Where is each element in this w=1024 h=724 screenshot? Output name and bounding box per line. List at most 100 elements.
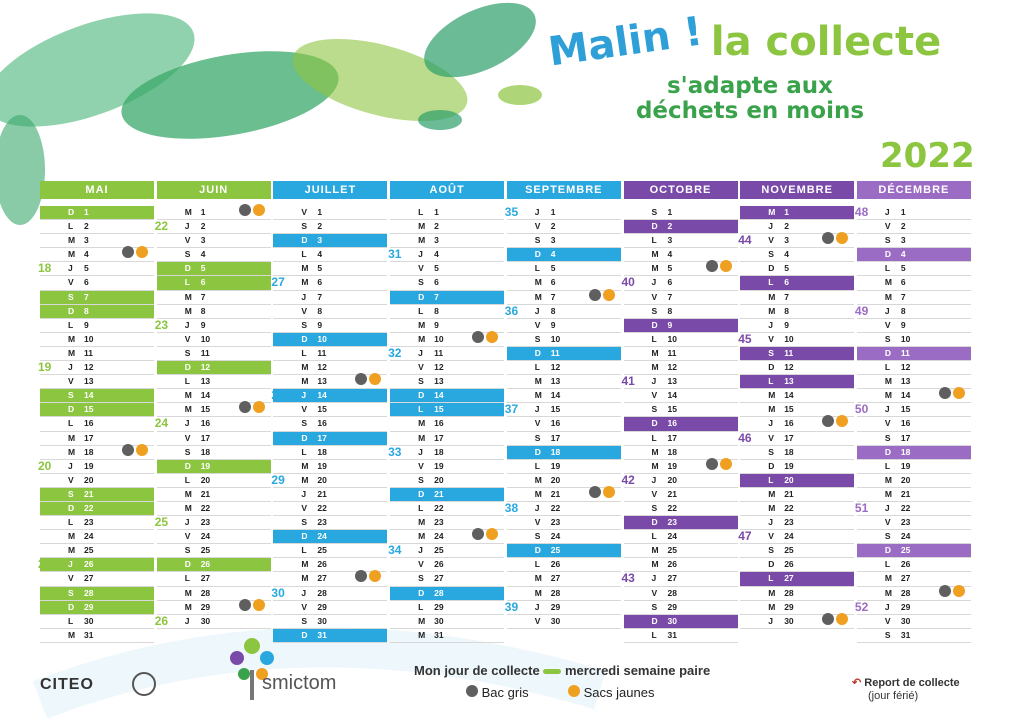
- day-number: 21: [84, 488, 94, 499]
- day-number: 20: [317, 474, 327, 485]
- day-row: D 10: [273, 332, 388, 347]
- day-row: M 13: [273, 373, 388, 390]
- day-number: 5: [84, 263, 89, 274]
- day-number: 18: [900, 446, 911, 457]
- day-number: 12: [200, 362, 211, 373]
- weekday-letter: S: [651, 305, 658, 316]
- day-row: J 23: [740, 516, 855, 531]
- yellow-bin-dot: [952, 584, 965, 597]
- day-number: 30: [317, 615, 327, 626]
- day-row: V 12: [390, 361, 505, 376]
- weekday-letter: M: [534, 474, 542, 485]
- weekday-letter: S: [768, 545, 774, 556]
- day-number: 10: [317, 333, 327, 344]
- title: Malin ! la collecte: [546, 8, 942, 75]
- month-header: SEPTEMBRE: [506, 181, 621, 199]
- day-number: 9: [200, 319, 206, 330]
- day-row: V 16: [856, 417, 971, 432]
- day-row: L 12: [506, 361, 621, 376]
- grey-bin-dot: [122, 246, 134, 259]
- day-number: 15: [784, 404, 794, 415]
- day-number: 9: [84, 319, 89, 330]
- day-number: 18: [317, 446, 327, 457]
- day-row: S 25: [740, 544, 855, 559]
- weekday-letter: V: [301, 502, 308, 513]
- weekday-letter: M: [184, 587, 192, 598]
- collection-dots: [937, 387, 965, 400]
- grey-bin-dot: [472, 528, 485, 541]
- week-number: 38: [504, 500, 519, 515]
- week-number: 19: [38, 360, 52, 375]
- day-number: 4: [434, 249, 439, 260]
- legend-title: Mon jour de collecte mercredi semaine pa…: [414, 663, 710, 678]
- day-row: M 19: [273, 460, 388, 474]
- day-row: M 12: [273, 361, 388, 376]
- day-list: M 1 J 2 22 V 3 S 4 D 5 L 6 M 7 M 8 J 9 23 V 10 S 11 D 12 L 13 M 14 M 15…: [154, 204, 271, 629]
- weekday-letter: M: [651, 545, 659, 556]
- weekday-letter: S: [301, 615, 308, 626]
- day-number: 28: [550, 587, 561, 598]
- yellow-bin-dot: [719, 260, 732, 273]
- day-row: J 20 42: [622, 473, 738, 488]
- day-row: L 11: [273, 347, 388, 362]
- day-row: L 24: [623, 530, 738, 545]
- day-row: V 30: [506, 615, 621, 629]
- collection-dots: [704, 260, 732, 273]
- day-row: J 28 30: [271, 585, 388, 601]
- day-number: 11: [84, 347, 93, 358]
- day-number: 11: [900, 347, 910, 358]
- weekday-letter: S: [884, 235, 891, 246]
- day-row: S 15: [623, 403, 738, 418]
- day-row: D 18: [856, 445, 971, 460]
- day-row: S 25: [156, 544, 271, 559]
- weekday-letter: J: [884, 404, 890, 415]
- weekday-letter: L: [534, 362, 540, 373]
- day-number: 9: [317, 319, 323, 330]
- day-number: 12: [900, 362, 911, 373]
- day-number: 5: [200, 263, 206, 274]
- day-row: M 21: [740, 488, 855, 502]
- weekday-letter: S: [534, 531, 541, 542]
- day-row: V 24: [156, 530, 271, 545]
- year: 2022: [880, 136, 975, 176]
- day-list: J 1 35 V 2 S 3 D 4 L 5 M 6 M 7 J 8 36 V 9 S 10 D 11 L 12 M 13 M 14 J 15…: [504, 206, 621, 629]
- weekday-letter: S: [534, 333, 541, 344]
- collection-dots: [937, 584, 965, 598]
- legend-bin-grey: Bac gris: [464, 685, 529, 700]
- day-row: V 27: [40, 572, 154, 587]
- weekday-letter: S: [68, 390, 74, 401]
- day-number: 10: [900, 333, 911, 344]
- week-number: 30: [271, 585, 285, 600]
- day-row: D 31: [273, 628, 388, 643]
- grey-bin-dot: [938, 387, 951, 400]
- day-row: M 15: [156, 401, 271, 418]
- weekday-letter: M: [651, 460, 659, 471]
- week-number: 25: [154, 515, 169, 530]
- yellow-bin-dot: [252, 401, 265, 414]
- day-number: 26: [317, 559, 327, 570]
- day-row: V 28: [623, 587, 738, 601]
- collection-dots: [237, 401, 265, 414]
- day-row: V 21: [623, 488, 738, 502]
- day-number: 22: [434, 502, 444, 513]
- weekday-letter: M: [68, 545, 76, 556]
- day-row: V 15: [273, 403, 388, 418]
- weekday-letter: V: [768, 333, 774, 344]
- day-number: 26: [667, 559, 677, 570]
- day-number: 16: [434, 418, 444, 429]
- month-2: JUILLET V 1 S 2 D 3 L 4 M 5 M 6 27 J 7 V 8 S 9 D 10 L 11 M 12 M 13 J…: [271, 181, 388, 643]
- day-row: L 13: [156, 375, 271, 390]
- day-number: 3: [317, 235, 323, 246]
- day-number: 30: [84, 615, 94, 626]
- day-number: 16: [84, 418, 94, 429]
- day-number: 21: [317, 488, 327, 499]
- collection-dots: [587, 485, 615, 499]
